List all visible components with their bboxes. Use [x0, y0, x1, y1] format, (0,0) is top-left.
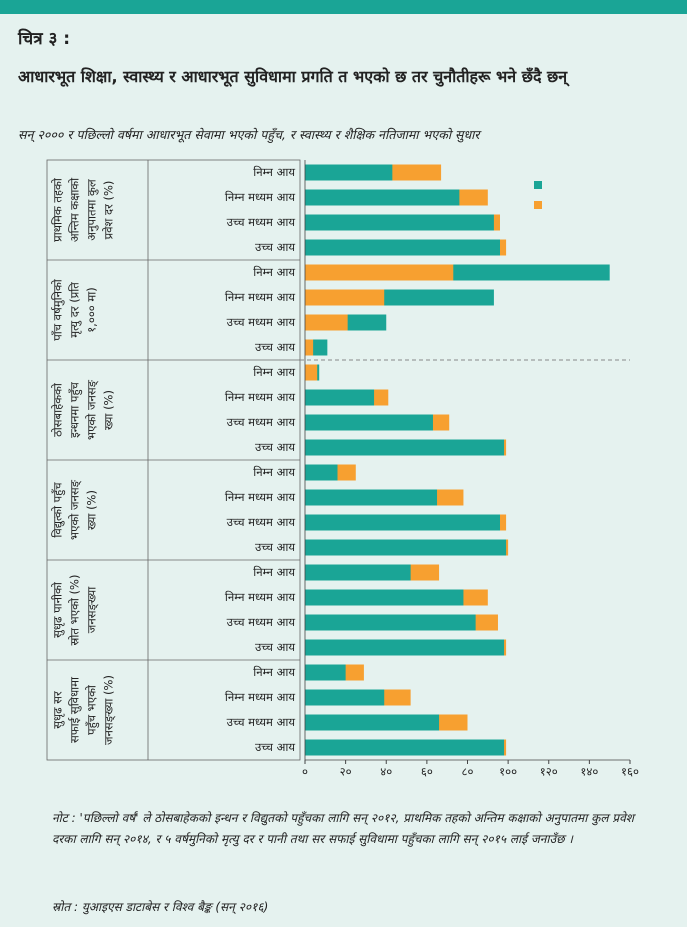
group-label: पहुँच भएको	[85, 684, 100, 735]
category-label: निम्न मध्यम आय	[225, 690, 295, 704]
group-label: प्राथमिक तहको	[51, 177, 65, 242]
category-label: निम्न मध्यम आय	[225, 590, 295, 604]
group-label: ख्या (%)	[85, 490, 99, 530]
top-bar	[0, 0, 687, 14]
chart-subtitle: सन् २००० र पछिल्लो वर्षमा आधारभूत सेवामा…	[18, 127, 480, 142]
bar	[305, 189, 460, 206]
bar	[305, 739, 505, 756]
group-label: जनसङ्ख्या (%)	[102, 675, 116, 745]
chart-title: आधारभूत शिक्षा, स्वास्थ्य र आधारभूत सुवि…	[18, 67, 568, 86]
category-label: निम्न मध्यम आय	[225, 290, 295, 304]
bar	[305, 214, 494, 231]
category-label: उच्च मध्यम आय	[227, 715, 296, 729]
category-label: निम्न आय	[253, 665, 295, 679]
bar	[305, 714, 440, 731]
group-label: भएको जनसङ्	[68, 479, 82, 540]
bar	[305, 389, 375, 406]
category-label: निम्न आय	[253, 565, 295, 579]
legend-swatch	[534, 201, 542, 209]
x-tick-label: १४०	[580, 765, 598, 779]
bar	[305, 689, 385, 706]
group-label: सुधृढ पानीको	[51, 581, 66, 638]
group-label: इन्धनमा पहुँच	[68, 381, 83, 437]
category-label: निम्न आय	[253, 465, 295, 479]
category-label: उच्च आय	[255, 240, 295, 254]
category-label: निम्न आय	[253, 265, 295, 279]
category-label: उच्च मध्यम आय	[227, 615, 296, 629]
category-label: उच्च आय	[255, 740, 295, 754]
category-label: निम्न मध्यम आय	[225, 190, 295, 204]
category-label: उच्च मध्यम आय	[227, 415, 296, 429]
note: नोट : 'पछिल्लो वर्ष' ले ठोसबाहेकको इन्धन…	[52, 811, 634, 846]
legend-swatch	[534, 181, 542, 189]
group-label: विद्युत्को पहुँच	[51, 482, 66, 538]
bar	[305, 639, 505, 656]
bar	[305, 664, 346, 681]
group-label: सफाई सुविधामा	[68, 676, 83, 743]
category-label: उच्च आय	[255, 340, 295, 354]
bar	[305, 314, 348, 331]
figure-label: चित्र ३ :	[18, 29, 71, 49]
group-label: स्रोत भएको (%)	[68, 575, 82, 646]
x-tick-label: ४०	[380, 765, 392, 779]
bar	[305, 264, 454, 281]
bar	[305, 564, 411, 581]
bar	[305, 464, 338, 481]
group-label: ख्या (%)	[102, 390, 116, 430]
category-label: उच्च मध्यम आय	[227, 315, 296, 329]
group-label: सुधृढ सर	[51, 691, 66, 729]
bar	[305, 439, 505, 456]
group-label: मृत्यु दर (प्रति	[68, 282, 83, 338]
category-label: निम्न आय	[253, 365, 295, 379]
bar	[305, 539, 507, 556]
x-tick-label: ६०	[421, 765, 433, 779]
bar	[305, 614, 476, 631]
chart: प्राथमिक तहको अन्तिम कक्षाको अनुपातमा कुल प…	[46, 159, 639, 779]
bar	[305, 589, 464, 606]
group-label: अनुपातमा कुल	[85, 179, 100, 241]
category-label: उच्च आय	[255, 640, 295, 654]
bar	[305, 414, 433, 431]
group-label: १,००० मा)	[85, 287, 99, 333]
group-label: जनसङ्ख्या	[85, 586, 99, 633]
bar	[305, 514, 500, 531]
group-label: भएको जनसङ्	[85, 379, 99, 440]
category-label: उच्च आय	[255, 440, 295, 454]
group-label: पाँच वर्षमुनिको	[51, 278, 66, 341]
group-label: प्रवेश दर (%)	[102, 181, 116, 240]
bar	[305, 239, 500, 256]
category-label: उच्च मध्यम आय	[227, 515, 296, 529]
x-tick-label: १२०	[540, 765, 558, 779]
category-label: उच्च मध्यम आय	[227, 215, 296, 229]
bar	[305, 364, 318, 381]
group-label: ठोसबाहेकको	[51, 382, 65, 437]
x-tick-label: २०	[340, 765, 352, 779]
bar	[305, 164, 393, 181]
x-tick-label: १६०	[621, 765, 639, 779]
group-label: अन्तिम कक्षाको	[68, 177, 82, 242]
bar	[305, 489, 438, 506]
category-label: निम्न मध्यम आय	[225, 390, 295, 404]
x-tick-label: १००	[499, 765, 517, 779]
bar	[305, 339, 314, 356]
x-tick-label: ८०	[462, 765, 474, 779]
category-label: उच्च आय	[255, 540, 295, 554]
bar	[305, 289, 385, 306]
category-label: निम्न मध्यम आय	[225, 490, 295, 504]
x-tick-label: ०	[302, 765, 308, 779]
category-label: निम्न आय	[253, 165, 295, 179]
source: स्रोत : युआइएस डाटाबेस र विश्व बैङ्क (सन…	[52, 900, 269, 914]
